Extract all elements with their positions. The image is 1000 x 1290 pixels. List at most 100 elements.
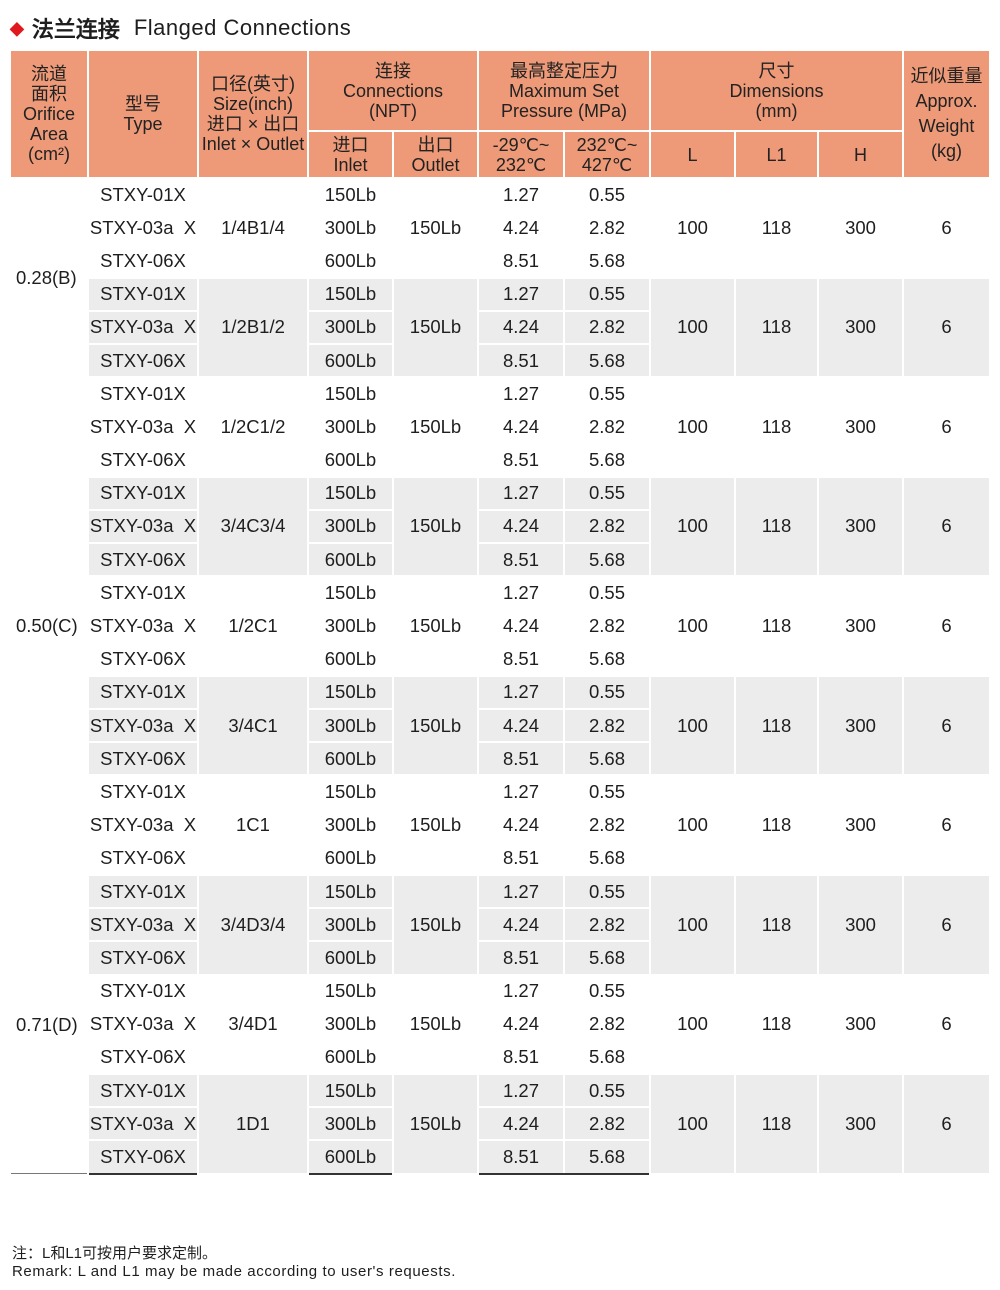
pressure-low-temp-cell: 4.24	[477, 707, 566, 744]
outlet-cell: 150Lb	[391, 774, 480, 876]
H-cell: 300	[817, 674, 905, 777]
H-cell: 300	[817, 873, 905, 976]
outlet-cell: 150Lb	[391, 475, 480, 578]
H-cell: 300	[817, 973, 905, 1076]
outlet-cell: 150Lb	[391, 973, 480, 1076]
table-row: 0.50(C) STXY-01X 1/2C1/2 150Lb 150Lb 1.27 0.55…	[9, 376, 992, 876]
pressure-low-temp-cell: 1.27	[477, 376, 566, 412]
pressure-low-temp-cell: 8.51	[477, 542, 566, 578]
L-cell: 100	[649, 575, 737, 677]
pressure-low-temp-cell: 1.27	[477, 276, 566, 312]
type-cell: STXY-01X	[87, 973, 199, 1009]
H-cell: 300	[817, 575, 905, 677]
title-zh: 法兰连接	[31, 17, 120, 42]
inlet-cell: 150Lb	[307, 176, 394, 213]
header-L1: L1	[734, 130, 820, 179]
pressure-low-temp-cell: 8.51	[477, 243, 566, 279]
pressure-low-temp-cell: 4.24	[477, 309, 566, 345]
pressure-high-temp-cell: 2.82	[563, 907, 652, 943]
table-row: STXY-03a X 300Lb 4.24 2.82	[10, 907, 990, 943]
H-cell: 300	[817, 376, 905, 478]
type-cell: STXY-06X	[87, 442, 199, 478]
table-row: STXY-06X 600Lb 8.51 5.68	[10, 940, 990, 976]
inlet-cell: 300Lb	[307, 707, 394, 744]
inlet-cell: 600Lb	[307, 840, 394, 876]
L-cell: 100	[649, 674, 737, 777]
weight-cell: 6	[902, 276, 992, 379]
size-cell: 1/2B1/2	[197, 276, 309, 379]
L1-cell: 118	[734, 873, 820, 976]
L1-cell: 118	[734, 276, 820, 379]
weight-cell: 6	[902, 475, 992, 578]
outlet-cell: 150Lb	[391, 575, 480, 677]
type-cell: STXY-03a X	[87, 508, 199, 545]
pressure-low-temp-cell: 4.24	[477, 907, 566, 943]
weight-cell: 6	[902, 177, 992, 279]
inlet-cell: 300Lb	[307, 608, 394, 644]
inlet-cell: 300Lb	[307, 1006, 394, 1042]
type-cell: STXY-06X	[87, 342, 199, 379]
remark: 注：L和L1可按用户要求定制。 Remark: L and L1 may be …	[12, 1245, 456, 1281]
header-weight: 近似重量 Approx. Weight (kg)	[902, 49, 992, 179]
orifice-area-cell: 0.71(D)	[9, 873, 89, 1175]
type-cell: STXY-03a X	[87, 907, 199, 943]
pressure-low-temp-cell: 1.27	[477, 674, 566, 711]
L-cell: 100	[649, 873, 737, 976]
table-row: STXY-01X 1D1 150Lb 150Lb 1.27 0.55 100 118 300 6	[10, 1073, 992, 1175]
type-cell: STXY-03a X	[87, 707, 199, 744]
L1-cell: 118	[734, 973, 820, 1076]
L1-cell: 118	[734, 575, 820, 677]
pressure-low-temp-cell: 4.24	[477, 807, 566, 843]
pressure-high-temp-cell: 2.82	[563, 707, 652, 744]
H-cell: 300	[817, 177, 905, 279]
type-cell: STXY-01X	[87, 873, 199, 910]
table-row: STXY-03a X 300Lb 4.24 2.82	[10, 309, 990, 345]
header-pressure-high-temp: 232℃~ 427℃	[563, 130, 652, 179]
type-cell: STXY-01X	[87, 774, 199, 810]
pressure-low-temp-cell: 1.27	[477, 973, 566, 1009]
pressure-high-temp-cell: 2.82	[563, 1106, 652, 1142]
remark-zh: 注：L和L1可按用户要求定制。	[12, 1245, 218, 1262]
pressure-high-temp-cell: 0.55	[563, 973, 652, 1009]
size-cell: 1/2C1	[197, 575, 309, 677]
pressure-low-temp-cell: 1.27	[477, 774, 566, 810]
inlet-cell: 600Lb	[307, 641, 394, 677]
table-row: STXY-01X 1/2B1/2 150Lb 150Lb 1.27 0.55 100 118 3…	[10, 276, 992, 379]
type-cell: STXY-06X	[87, 840, 199, 876]
type-cell: STXY-03a X	[87, 608, 199, 644]
L1-cell: 118	[734, 1073, 820, 1175]
type-cell: STXY-03a X	[87, 807, 199, 843]
L-cell: 100	[649, 276, 737, 379]
table-row: STXY-03a X 300Lb 4.24 2.82	[10, 1006, 990, 1042]
pressure-high-temp-cell: 0.55	[563, 376, 652, 412]
table-row: STXY-03a X 300Lb 4.24 2.82	[10, 210, 990, 246]
pressure-high-temp-cell: 0.55	[563, 176, 652, 213]
outlet-cell: 150Lb	[391, 674, 480, 777]
header-outlet: 出口 Outlet	[391, 130, 480, 179]
size-cell: 3/4D3/4	[197, 873, 309, 976]
pressure-high-temp-cell: 5.68	[563, 243, 652, 279]
remark-en: Remark: L and L1 may be made according t…	[12, 1263, 456, 1280]
table-row: STXY-01X 3/4C3/4 150Lb 150Lb 1.27 0.55 100 118 3…	[10, 475, 992, 578]
inlet-cell: 150Lb	[307, 1073, 394, 1109]
type-cell: STXY-01X	[87, 475, 199, 511]
inlet-cell: 150Lb	[307, 575, 394, 611]
table-row: STXY-06X 600Lb 8.51 5.68	[10, 641, 990, 677]
table-row: STXY-01X 3/4C1 150Lb 150Lb 1.27 0.55 100 118 300…	[10, 674, 992, 777]
weight-cell: 6	[902, 1073, 992, 1175]
L-cell: 100	[649, 774, 737, 876]
inlet-cell: 600Lb	[307, 940, 394, 976]
pressure-high-temp-cell: 5.68	[563, 1039, 652, 1076]
L1-cell: 118	[734, 177, 820, 279]
pressure-low-temp-cell: 4.24	[477, 210, 566, 246]
header-max-set-pressure: 最高整定压力 Maximum Set Pressure (MPa)	[477, 49, 652, 132]
weight-cell: 6	[902, 674, 992, 777]
pressure-low-temp-cell: 4.24	[477, 508, 566, 545]
table-row: 0.71(D) STXY-01X 3/4D3/4 150Lb 150Lb 1.27 0.55…	[9, 873, 992, 1175]
type-cell: STXY-06X	[87, 940, 199, 976]
H-cell: 300	[817, 276, 905, 379]
inlet-cell: 150Lb	[307, 376, 394, 412]
table-row: 0.28(B) STXY-01X 1/4B1/4 150Lb 150Lb 1.27 0.55…	[9, 176, 992, 378]
inlet-cell: 150Lb	[307, 873, 394, 910]
pressure-high-temp-cell: 0.55	[563, 575, 652, 611]
